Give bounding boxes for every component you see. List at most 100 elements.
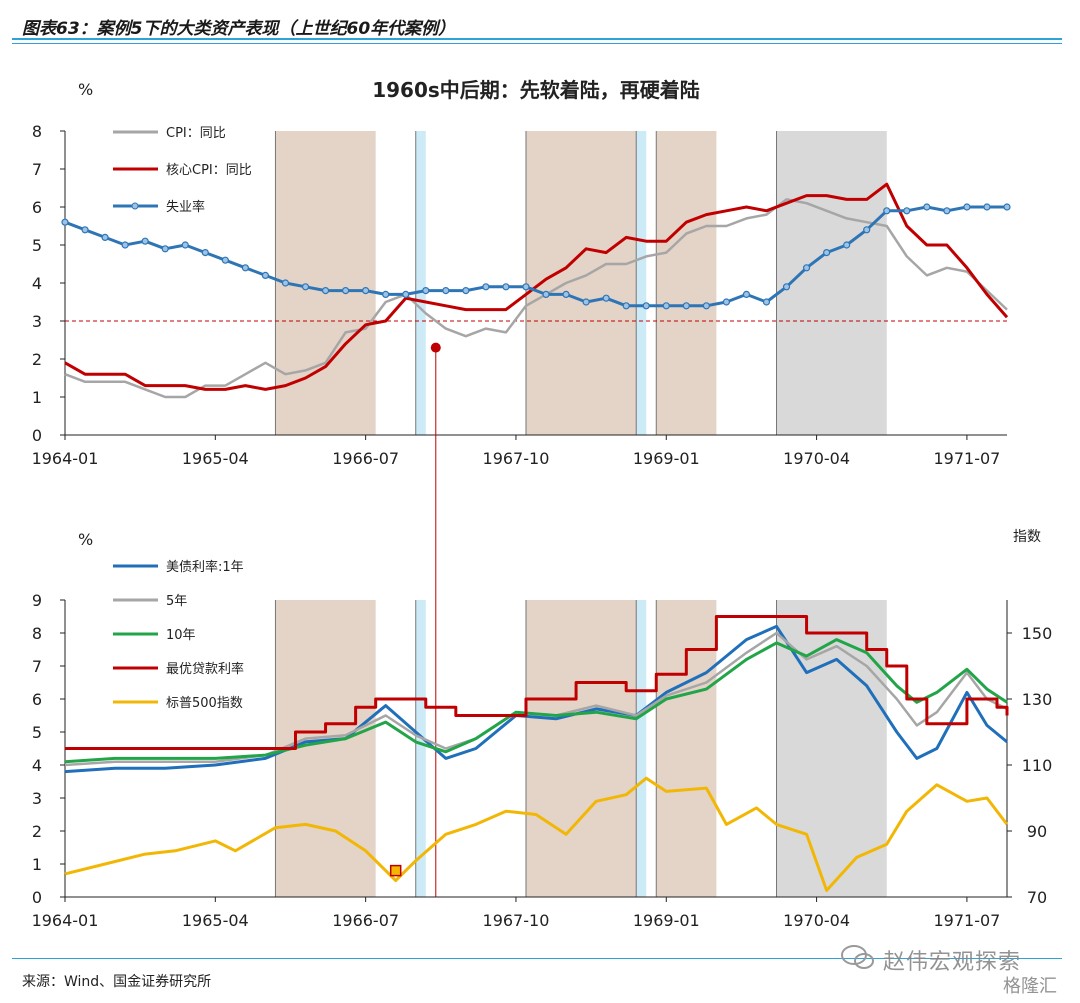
- shaded-period-brown: [656, 131, 717, 435]
- y-tick-label: 3: [32, 789, 42, 808]
- x-tick-label: 1967-10: [483, 911, 550, 930]
- y-tick-label: 6: [32, 198, 42, 217]
- marker-square: [389, 864, 402, 877]
- data-point-unemployment: [963, 203, 971, 211]
- data-point-unemployment: [482, 283, 490, 291]
- x-tick-label: 1969-01: [633, 449, 700, 468]
- legend-label-sp500: 标普500指数: [166, 696, 243, 711]
- x-tick-label: 1965-04: [182, 911, 249, 930]
- watermark-primary: 赵伟宏观探索: [883, 950, 1022, 975]
- data-point-unemployment: [502, 283, 510, 291]
- data-point-unemployment: [742, 290, 751, 298]
- data-point-unemployment: [121, 241, 129, 249]
- shaded-period-brown: [525, 131, 637, 435]
- shaded-period-brown: [525, 600, 637, 897]
- shaded-period-blue: [636, 131, 647, 435]
- series-line-cpi: [64, 198, 1008, 399]
- data-point-unemployment: [923, 203, 931, 211]
- legend-label-prime: 最优贷款利率: [166, 661, 244, 677]
- data-point-unemployment: [542, 290, 550, 298]
- legend-label-cpi: CPI：同比: [166, 126, 226, 141]
- series-line-ust5: [64, 631, 1008, 767]
- data-point-unemployment: [662, 302, 670, 310]
- data-point-unemployment: [321, 287, 330, 295]
- data-point-unemployment: [883, 207, 891, 215]
- shaded-period-gray: [776, 131, 887, 435]
- data-point-unemployment: [241, 264, 249, 272]
- x-tick-label: 1964-01: [32, 449, 99, 468]
- data-point-unemployment: [582, 298, 590, 306]
- data-point-unemployment: [522, 283, 530, 291]
- x-tick-label: 1966-07: [332, 449, 399, 468]
- y2-tick-label: 110: [1022, 756, 1053, 775]
- data-point-unemployment: [141, 237, 149, 245]
- header-rule: [12, 38, 1062, 40]
- y-tick-label: 1: [32, 855, 42, 874]
- source-note: 来源：Wind、国金证券研究所: [22, 974, 212, 990]
- x-tick-label: 1971-07: [933, 449, 1000, 468]
- y2-tick-label: 90: [1027, 822, 1047, 841]
- x-tick-label: 1969-01: [633, 911, 700, 930]
- footer-rule: [12, 958, 1062, 959]
- y-tick-label: 0: [32, 888, 42, 907]
- data-point-unemployment: [362, 287, 370, 295]
- y-axis-unit-label: %: [78, 80, 93, 99]
- shaded-period-blue: [415, 131, 426, 435]
- watermark-secondary: 格隆汇: [1003, 976, 1057, 997]
- data-point-unemployment: [281, 279, 290, 287]
- x-tick-label: 1970-04: [783, 449, 850, 468]
- legend-label-core_cpi: 核心CPI：同比: [166, 163, 252, 178]
- data-point-unemployment: [341, 287, 350, 295]
- y-tick-label: 2: [32, 822, 42, 841]
- data-point-unemployment: [762, 298, 771, 306]
- data-point-unemployment: [702, 302, 710, 310]
- y-tick-label: 5: [32, 723, 42, 742]
- data-point-unemployment: [382, 290, 390, 298]
- data-point-unemployment: [61, 218, 69, 226]
- data-point-unemployment: [722, 298, 731, 306]
- y-tick-label: 9: [32, 591, 42, 610]
- data-point-unemployment: [422, 287, 430, 295]
- y2-tick-label: 130: [1022, 690, 1053, 709]
- shaded-period-blue: [415, 600, 426, 897]
- y-tick-label: 8: [32, 624, 42, 643]
- chart-title: 1960s中后期：先软着陆，再硬着陆: [372, 78, 700, 102]
- x-tick-label: 1967-10: [483, 449, 550, 468]
- y-tick-label: 5: [32, 236, 42, 255]
- y-tick-label: 0: [32, 426, 42, 445]
- shaded-period-blue: [636, 600, 647, 897]
- data-point-unemployment: [101, 233, 109, 241]
- data-point-unemployment: [462, 287, 470, 295]
- data-point-unemployment: [402, 290, 410, 298]
- y2-tick-label: 150: [1022, 624, 1053, 643]
- data-point-unemployment: [622, 302, 630, 310]
- marker-point: [430, 342, 441, 353]
- wechat-icon: [841, 945, 874, 969]
- data-point-unemployment: [562, 290, 570, 298]
- y-axis-unit-label: %: [78, 530, 93, 549]
- series-line-sp500: [64, 776, 1009, 892]
- data-point-unemployment: [943, 207, 951, 215]
- data-point-unemployment: [602, 294, 610, 302]
- data-point-unemployment: [221, 256, 229, 264]
- data-point-unemployment: [823, 249, 831, 257]
- series-line-prime: [65, 615, 1009, 750]
- figure-title: 图表63：案例5下的大类资产表现（上世纪60年代案例）: [22, 19, 456, 39]
- y-tick-label: 4: [32, 756, 42, 775]
- data-point-unemployment: [983, 203, 991, 211]
- shaded-period-brown: [656, 600, 717, 897]
- x-tick-label: 1965-04: [182, 449, 249, 468]
- data-point-unemployment: [802, 264, 811, 272]
- y-tick-label: 3: [32, 312, 42, 331]
- y2-axis-unit-label: 指数: [1013, 529, 1041, 545]
- data-point-unemployment: [261, 271, 270, 279]
- data-point-unemployment: [782, 283, 791, 291]
- data-point-unemployment: [81, 226, 89, 234]
- y-tick-label: 4: [32, 274, 42, 293]
- legend-marker: [131, 202, 139, 210]
- data-point-unemployment: [442, 287, 450, 295]
- data-point-unemployment: [843, 241, 851, 249]
- x-tick-label: 1971-07: [933, 911, 1000, 930]
- legend-label-ust5: 5年: [166, 594, 187, 609]
- data-point-unemployment: [161, 245, 169, 253]
